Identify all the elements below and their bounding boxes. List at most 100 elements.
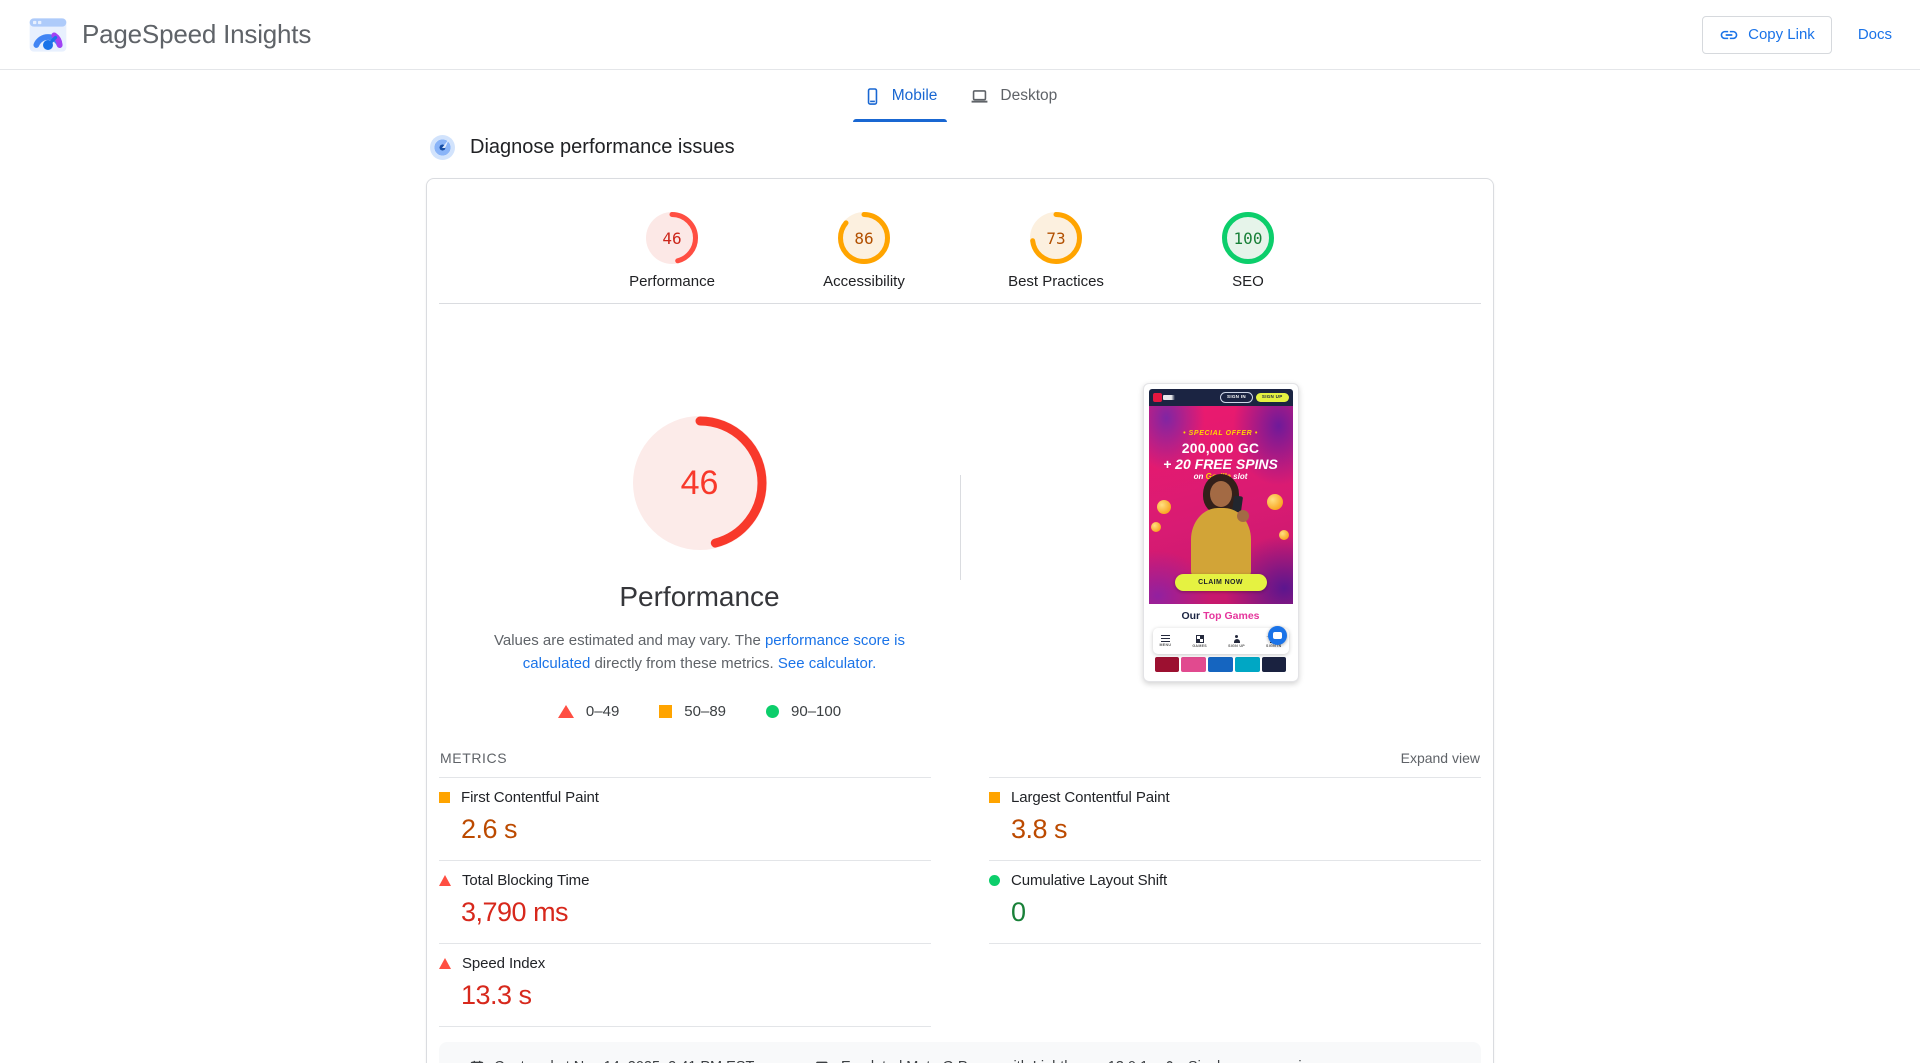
diagnose-section-header: Diagnose performance issues — [426, 135, 1494, 160]
tab-mobile[interactable]: Mobile — [847, 70, 954, 122]
capture-time-text: Captured at Nov 14, 2025, 2:41 PM EST — [494, 1059, 754, 1063]
page-title: PageSpeed Insights — [82, 19, 312, 49]
diagnose-title: Diagnose performance issues — [470, 136, 735, 158]
average-square-icon — [659, 705, 673, 718]
legend-good-range: 90–100 — [791, 703, 842, 720]
casino-navbar: SIGN IN SIGN UP — [1148, 389, 1293, 406]
casino-logo — [1152, 393, 1175, 402]
score-seo-label: SEO — [1232, 273, 1264, 290]
performance-overview-row: 46 Performance Values are estimated and … — [439, 304, 1481, 724]
casino-bottom-nav: MENU GAMES SIGN UP — [1152, 626, 1289, 654]
session-type-item[interactable]: Single page session — [1163, 1059, 1451, 1063]
coin-icon — [1266, 494, 1283, 510]
top-games-pre: Our — [1181, 610, 1201, 622]
free-spins-text: + 20 FREE SPINS — [1163, 456, 1278, 472]
game-tiles-row — [1154, 657, 1287, 672]
docs-link[interactable]: Docs — [1857, 26, 1892, 43]
poor-triangle-icon — [439, 875, 451, 886]
column-divider — [960, 475, 961, 580]
score-seo[interactable]: 100 SEO — [1193, 212, 1303, 290]
performance-gauge: 46 — [632, 416, 767, 550]
metric-name: Total Blocking Time — [462, 872, 590, 889]
slot-text-pre: on — [1193, 472, 1206, 481]
metric-name: Cumulative Layout Shift — [1011, 872, 1168, 889]
top-games-heading: Our Top Games — [1148, 604, 1293, 628]
link-icon — [1720, 30, 1738, 39]
legend-good: 90–100 — [766, 703, 841, 720]
devices-icon — [816, 1061, 828, 1063]
metric-total-blocking-time: Total Blocking Time 3,790 ms — [439, 860, 931, 943]
games-nav-item: GAMES — [1192, 634, 1208, 648]
average-square-icon — [439, 792, 450, 803]
emulated-device-item[interactable]: Emulated Moto G Power with Lighthouse 13… — [815, 1059, 1163, 1063]
legend-average: 50–89 — [659, 703, 726, 720]
active-tab-underline — [852, 119, 948, 122]
score-best-practices[interactable]: 73 Best Practices — [1001, 212, 1111, 290]
see-calculator-link[interactable]: See calculator. — [777, 655, 877, 672]
score-separator — [439, 303, 1481, 304]
casino-sign-up-pill: SIGN UP — [1255, 393, 1289, 402]
top-games-em: Top Games — [1203, 610, 1260, 622]
metric-largest-contentful-paint: Largest Contentful Paint 3.8 s — [989, 777, 1481, 860]
score-accessibility-value: 86 — [854, 228, 874, 248]
metric-value: 13.3 s — [461, 980, 532, 1010]
metric-value: 3.8 s — [1011, 814, 1068, 844]
device-tabbar: Mobile Desktop — [0, 70, 1920, 122]
metrics-section-title: METRICS — [440, 750, 508, 766]
games-nav-label: GAMES — [1192, 643, 1208, 648]
legend-average-range: 50–89 — [684, 703, 727, 720]
game-tile — [1154, 657, 1180, 672]
score-accessibility[interactable]: 86 Accessibility — [809, 212, 919, 290]
signup-nav-item: SIGN UP — [1228, 634, 1245, 648]
emulated-device-text: Emulated Moto G Power with Lighthouse 13… — [841, 1059, 1148, 1063]
score-performance-label: Performance — [629, 273, 715, 290]
game-tile — [1208, 657, 1233, 672]
good-circle-icon — [989, 875, 1000, 886]
copy-link-label: Copy Link — [1748, 26, 1815, 43]
capture-time-item: Captured at Nov 14, 2025, 2:41 PM EST — [469, 1059, 815, 1063]
menu-nav-label: MENU — [1159, 643, 1172, 647]
metric-name: First Contentful Paint — [461, 789, 599, 806]
average-square-icon — [989, 792, 1000, 803]
person-icon — [1233, 634, 1241, 643]
user-session-icon — [1166, 1061, 1173, 1063]
tab-desktop[interactable]: Desktop — [953, 70, 1073, 122]
category-score-row: 46 Performance 86 Accessibility — [439, 179, 1481, 290]
score-calculation-link[interactable]: performance score is calculated — [522, 632, 906, 672]
metric-value: 0 — [1011, 897, 1026, 927]
score-performance[interactable]: 46 Performance — [617, 212, 727, 290]
expand-view-button[interactable]: Expand view — [1400, 750, 1480, 766]
report-card: 46 Performance 86 Accessibility — [426, 178, 1494, 1063]
metric-first-contentful-paint: First Contentful Paint 2.6 s — [439, 777, 931, 860]
tab-mobile-label: Mobile — [891, 87, 938, 104]
metrics-grid: First Contentful Paint 2.6 s Total Block… — [439, 777, 1481, 1027]
game-tile — [1261, 657, 1287, 672]
score-seo-value: 100 — [1233, 228, 1263, 248]
copy-link-button[interactable]: Copy Link — [1702, 15, 1832, 54]
performance-heading: Performance — [619, 581, 780, 612]
performance-disclaimer: Values are estimated and may vary. The p… — [494, 629, 906, 675]
grid-icon — [1195, 634, 1204, 643]
capture-info-box: Captured at Nov 14, 2025, 2:41 PM EST Em… — [439, 1042, 1481, 1063]
good-circle-icon — [766, 705, 780, 718]
pagespeed-logo-icon — [29, 17, 67, 52]
metric-name: Largest Contentful Paint — [1011, 789, 1170, 806]
metric-speed-index: Speed Index 13.3 s — [439, 943, 931, 1027]
page-screenshot-thumbnail[interactable]: SIGN IN SIGN UP • SPECIAL OFFER • 200,00… — [1142, 383, 1299, 682]
tab-desktop-label: Desktop — [1000, 87, 1058, 104]
calendar-icon — [470, 1060, 484, 1063]
signin-nav-label: SIGN IN — [1266, 643, 1282, 648]
disclaimer-text-2: directly from these metrics. — [590, 655, 778, 672]
metric-name: Speed Index — [462, 955, 546, 972]
desktop-laptop-icon — [971, 89, 988, 103]
game-tile — [1181, 657, 1207, 672]
metric-cumulative-layout-shift: Cumulative Layout Shift 0 — [989, 860, 1481, 944]
claim-now-button: CLAIM NOW — [1174, 574, 1267, 591]
session-type-text: Single page session — [1188, 1059, 1318, 1063]
offer-amount-text: 200,000 GC — [1181, 440, 1260, 456]
poor-triangle-icon — [557, 705, 574, 718]
score-performance-value: 46 — [662, 228, 682, 248]
mobile-phone-icon — [867, 87, 877, 105]
casino-sign-in-pill: SIGN IN — [1220, 392, 1253, 403]
score-best-practices-value: 73 — [1046, 228, 1066, 248]
